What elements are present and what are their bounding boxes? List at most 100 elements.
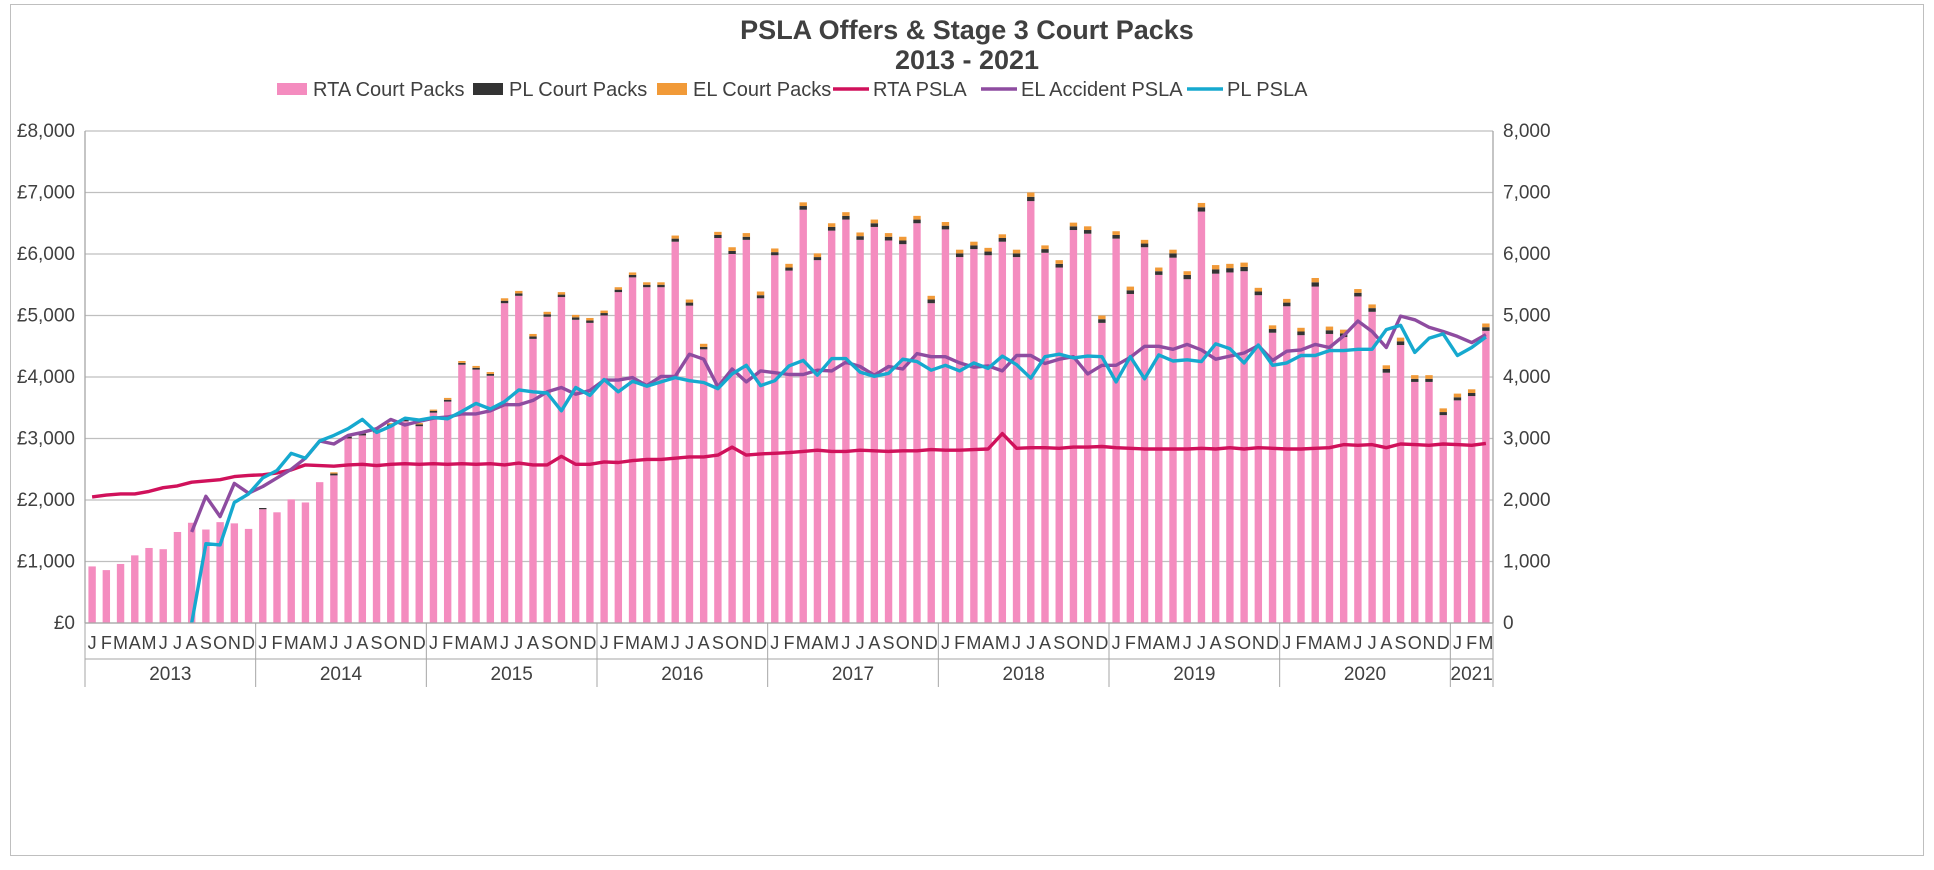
el-court-packs-bar (699, 343, 708, 347)
x-month-label: A (868, 633, 880, 653)
rta-court-packs-bar (486, 375, 495, 623)
pl-court-packs-bar (1411, 378, 1419, 382)
line-series (91, 314, 1487, 624)
pl-court-packs-bar (515, 293, 523, 296)
rta-court-packs-bar (1240, 271, 1248, 623)
rta-court-packs-bar (344, 438, 352, 623)
pl-court-packs-bar (571, 317, 580, 320)
el-court-packs-bar (1453, 393, 1462, 398)
el-court-packs-bar (671, 235, 679, 239)
pl-court-packs-bar (1027, 196, 1035, 202)
x-month-label: O (1408, 633, 1422, 653)
x-month-label: J (1282, 633, 1291, 653)
rta-court-packs-bar (415, 426, 423, 623)
bar-series (88, 192, 1490, 624)
x-month-label: A (1323, 633, 1335, 653)
x-month-label: S (371, 633, 383, 653)
x-month-label: F (442, 633, 453, 653)
x-month-label: O (213, 633, 227, 653)
x-month-label: F (784, 633, 795, 653)
el-court-packs-bar (813, 253, 822, 258)
rta-court-packs-bar (955, 257, 964, 623)
pl-court-packs-bar (1283, 302, 1291, 307)
rta-court-packs-bar (287, 499, 295, 623)
pl-court-packs-bar (259, 507, 267, 510)
el-court-packs-bar (429, 409, 438, 411)
legend-label-rta-psla: RTA PSLA (873, 79, 967, 101)
rta-court-packs-bar (1453, 400, 1462, 623)
el-court-packs-bar (1368, 304, 1376, 309)
rta-court-packs-bar (1467, 396, 1476, 623)
x-month-label: S (883, 633, 895, 653)
pl-court-packs-bar (856, 236, 864, 240)
pl-court-packs-bar (472, 367, 480, 370)
rta-court-packs-bar (699, 349, 708, 623)
el-court-packs-bar (785, 263, 793, 268)
rta-court-packs-bar (1027, 201, 1035, 624)
el-court-packs-bar (1254, 287, 1263, 292)
legend-label-rta-court-packs: RTA Court Packs (313, 79, 465, 101)
rta-court-packs-bar (899, 244, 907, 623)
pl-court-packs-bar (1425, 378, 1433, 382)
rta-court-packs-bar (1396, 345, 1405, 623)
el-court-packs-bar (472, 365, 480, 368)
pl-court-packs-bar (1396, 341, 1405, 346)
rta-court-packs-bar (1069, 230, 1078, 623)
pl-court-packs-bar (685, 302, 694, 306)
x-month-label: O (896, 633, 910, 653)
pl-court-packs-bar (955, 253, 964, 258)
pl-court-packs-bar (785, 267, 793, 271)
el-court-packs-bar (1155, 267, 1163, 272)
el-court-packs-bar (1297, 327, 1305, 332)
x-month-label: A (129, 633, 141, 653)
pl-court-packs-bar (1368, 308, 1376, 312)
el-court-packs-bar (941, 222, 950, 226)
pl-court-packs-bar (1012, 253, 1021, 258)
pl-court-packs-bar (899, 240, 907, 245)
el-court-packs-bar (870, 219, 879, 224)
rta-court-packs-bar (1482, 330, 1490, 623)
rta-court-packs-bar (1012, 257, 1021, 623)
pl-court-packs-bar (1268, 329, 1277, 333)
rta-court-packs-bar (827, 230, 836, 623)
y-right-tick-label: 4,000 (1503, 367, 1551, 388)
rta-court-packs-bar (600, 315, 608, 623)
rta-court-packs-bar (614, 292, 623, 623)
x-month-label: S (541, 633, 553, 653)
x-month-label: D (925, 633, 938, 653)
rta-court-packs-bar (813, 260, 822, 623)
x-month-label: S (712, 633, 724, 653)
rta-court-packs-bar (330, 475, 338, 623)
pl-court-packs-bar (1069, 226, 1078, 231)
pl-court-packs-bar (771, 252, 779, 256)
pl-court-packs-bar (913, 219, 921, 224)
rta-court-packs-bar (1098, 322, 1106, 623)
x-month-label: F (1125, 633, 1136, 653)
pl-court-packs-bar (1041, 249, 1049, 253)
pl-court-packs-bar (1467, 392, 1476, 397)
el-court-packs-bar (1012, 249, 1021, 254)
el-court-packs-bar (529, 333, 537, 337)
el-court-packs-bar (799, 202, 807, 207)
rta-court-packs-bar (543, 316, 551, 623)
rta-court-packs-bar (742, 239, 751, 624)
x-month-label: A (356, 633, 368, 653)
rta-court-packs-bar (1126, 293, 1135, 623)
legend-swatch-rta-court-packs (277, 83, 307, 95)
x-month-label: M (625, 633, 640, 653)
x-month-label: J (173, 633, 182, 653)
rta-court-packs-bar (1368, 311, 1376, 623)
rta-court-packs-bar (202, 529, 210, 623)
el-court-packs-bar (1467, 389, 1476, 393)
rta-court-packs-bar (102, 570, 111, 623)
x-month-label: N (569, 633, 582, 653)
el-court-packs-bar (899, 236, 907, 241)
el-court-packs-bar (628, 272, 637, 275)
el-court-packs-bar (1226, 263, 1234, 269)
x-month-label: M (1308, 633, 1323, 653)
legend-label-el-accident-psla: EL Accident PSLA (1021, 79, 1183, 101)
el-court-packs-bar (1425, 375, 1433, 379)
rta-court-packs-bar (273, 512, 281, 623)
el-court-packs-bar (856, 232, 864, 237)
x-month-label: J (1453, 633, 1462, 653)
